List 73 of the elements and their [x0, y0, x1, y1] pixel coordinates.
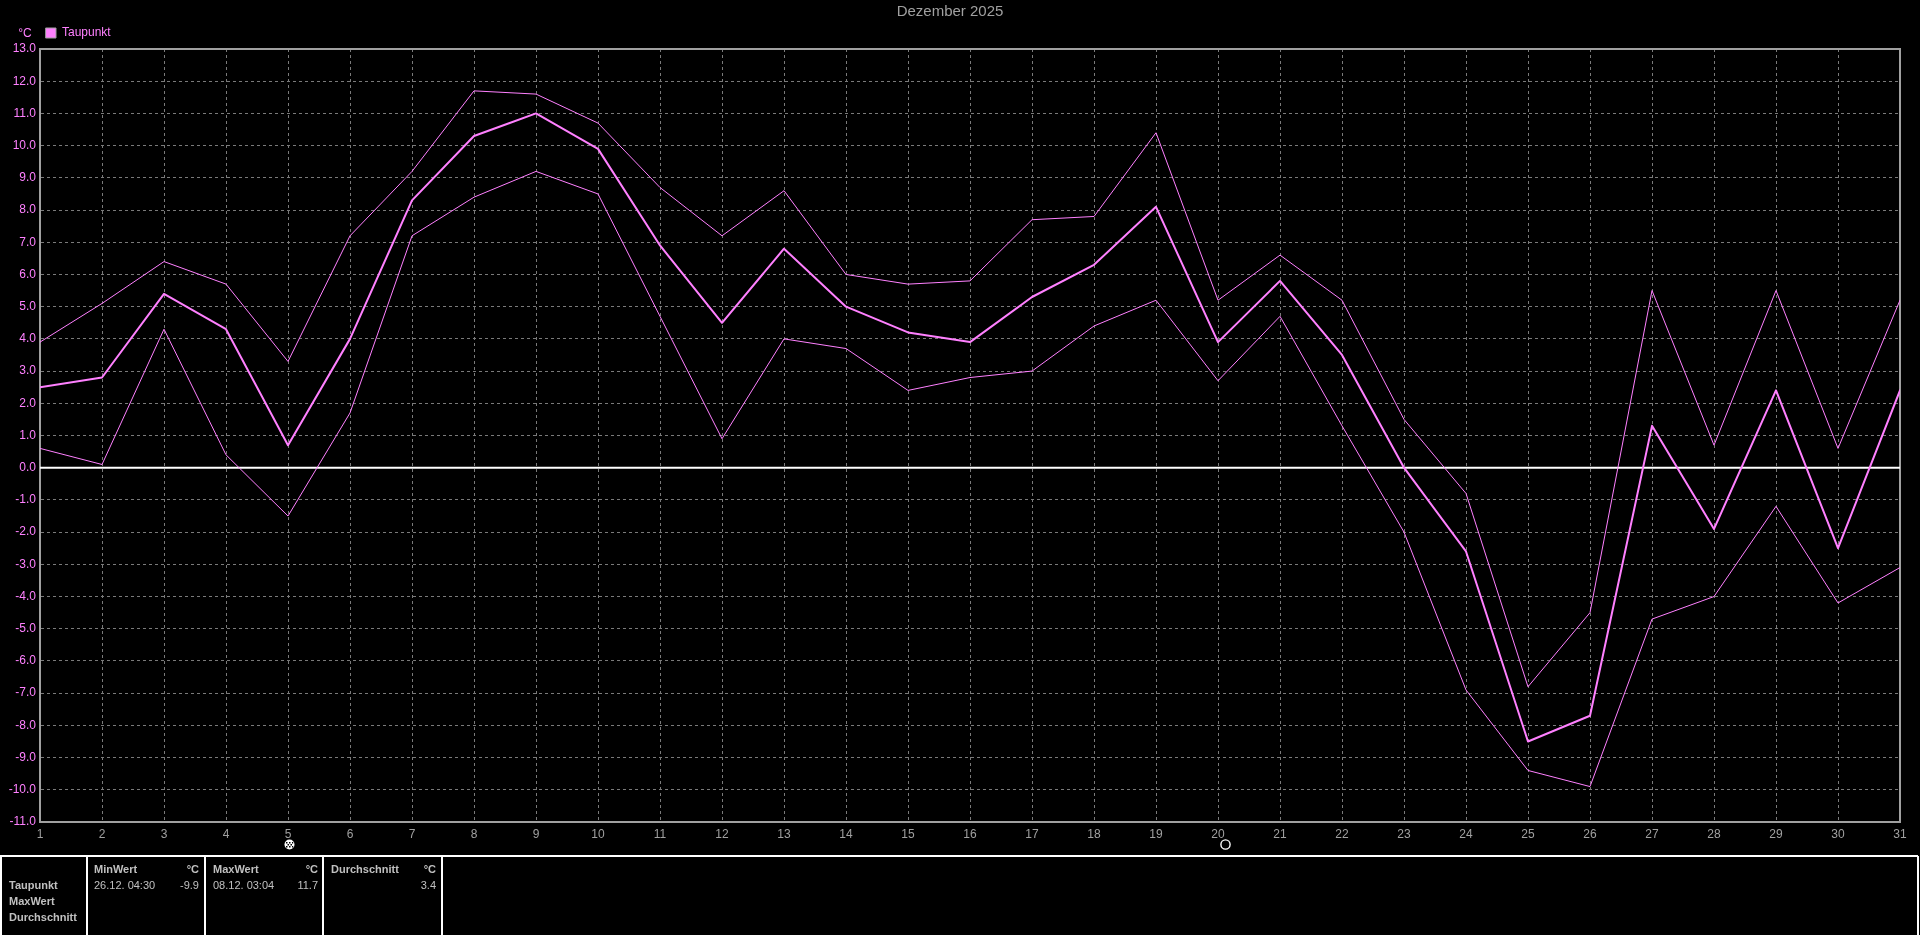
y-tick-label: 5.0 — [19, 298, 37, 313]
x-tick-label: 5 — [284, 826, 292, 841]
y-tick-label: 10.0 — [12, 137, 37, 152]
x-tick-label: 11 — [653, 826, 667, 841]
text: Durchschnitt — [331, 863, 400, 876]
y-tick-label: -2.0 — [15, 524, 37, 539]
y-tick-label: -7.0 — [15, 685, 37, 700]
y-tick-label: 11.0 — [13, 105, 37, 120]
text: °C — [305, 863, 319, 876]
y-tick-label: 12.0 — [12, 73, 37, 88]
y-tick-label: 4.0 — [19, 331, 37, 346]
text: 08.12. 03:04 — [213, 879, 275, 892]
text: Durchschnitt — [9, 911, 78, 924]
y-tick-label: -9.0 — [15, 749, 37, 764]
y-tick-label: -6.0 — [15, 653, 37, 668]
y-tick-label: -4.0 — [15, 588, 37, 603]
text: 26.12. 04:30 — [94, 879, 156, 892]
x-tick-label: 30 — [1831, 826, 1845, 841]
y-tick-label: -10.0 — [8, 782, 37, 797]
chart-title: Dezember 2025 — [896, 2, 1004, 20]
x-tick-label: 3 — [160, 826, 168, 841]
text: 3.4 — [420, 879, 436, 892]
x-tick-label: 2 — [98, 826, 106, 841]
y-tick-label: -11.0 — [9, 814, 37, 829]
y-tick-label: 0.0 — [19, 460, 37, 475]
x-tick-label: 12 — [715, 826, 729, 841]
y-tick-label: 2.0 — [19, 395, 37, 410]
x-tick-label: 26 — [1583, 826, 1597, 841]
text: MaxWert — [9, 895, 55, 908]
x-tick-label: 19 — [1149, 826, 1163, 841]
x-tick-label: 27 — [1645, 826, 1659, 841]
text: MinWert — [94, 863, 138, 876]
x-tick-label: 9 — [532, 826, 540, 841]
y-tick-label: -8.0 — [15, 717, 37, 732]
x-tick-label: 8 — [470, 826, 478, 841]
text: °C — [186, 863, 200, 876]
x-tick-label: 15 — [901, 826, 915, 841]
x-tick-label: 18 — [1087, 826, 1101, 841]
x-tick-label: 10 — [591, 826, 605, 841]
x-tick-label: 13 — [777, 826, 791, 841]
x-tick-label: 20 — [1211, 826, 1225, 841]
y-tick-label: 9.0 — [19, 170, 37, 185]
x-tick-label: 31 — [1893, 826, 1907, 841]
y-axis-title: °C — [18, 26, 33, 41]
x-tick-label: 16 — [963, 826, 977, 841]
y-tick-label: 3.0 — [19, 363, 37, 378]
y-tick-label: 8.0 — [19, 202, 37, 217]
x-tick-label: 28 — [1707, 826, 1721, 841]
text: MaxWert — [213, 863, 259, 876]
x-tick-label: 1 — [36, 826, 44, 841]
x-tick-label: 6 — [346, 826, 354, 841]
x-tick-label: 4 — [222, 826, 230, 841]
x-tick-label: 25 — [1521, 826, 1535, 841]
x-tick-label: 14 — [839, 826, 853, 841]
x-tick-label: 29 — [1769, 826, 1783, 841]
text: -9.9 — [180, 879, 199, 892]
y-tick-label: -1.0 — [15, 492, 37, 507]
legend-label: Taupunkt — [62, 25, 112, 40]
x-tick-label: 22 — [1335, 826, 1349, 841]
x-tick-label: 21 — [1273, 826, 1287, 841]
text: Taupunkt — [9, 879, 59, 892]
x-tick-label: 23 — [1397, 826, 1411, 841]
x-tick-label: 7 — [408, 826, 416, 841]
x-tick-label: 17 — [1025, 826, 1039, 841]
y-tick-label: -5.0 — [15, 621, 37, 636]
y-tick-label: 6.0 — [19, 266, 37, 281]
x-tick-label: 24 — [1459, 826, 1473, 841]
text: 11.7 — [297, 879, 318, 892]
y-tick-label: 7.0 — [19, 234, 37, 249]
y-tick-label: -3.0 — [15, 556, 37, 571]
text: °C — [423, 863, 437, 876]
y-tick-label: 1.0 — [19, 427, 37, 442]
y-tick-label: 13.0 — [12, 41, 37, 56]
